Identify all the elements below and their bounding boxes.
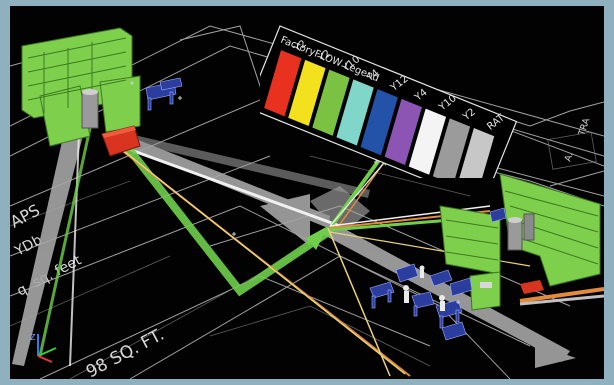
legend-swatch-4 — [360, 89, 398, 156]
legend-swatch-5 — [384, 98, 422, 165]
station-racks-top-left — [21, 27, 141, 147]
rack-top-left-column — [39, 85, 91, 147]
flow-line-yellow-long — [114, 143, 406, 375]
legend-swatch-8 — [456, 128, 495, 178]
area-label-aps: APS — [10, 200, 43, 231]
ucs-axis-icon: Z — [30, 333, 57, 363]
legend-swatch-3 — [336, 79, 374, 146]
blue-workbench-top-left — [145, 77, 183, 111]
legend-swatch-2 — [312, 69, 350, 136]
workers — [403, 265, 492, 311]
flow-arrow-gray-down — [12, 106, 90, 366]
flow-arrow-gray-right — [322, 221, 570, 362]
area-label-98-sq-ft: 98 SQ. FT. — [83, 325, 168, 379]
flow-line-white — [119, 144, 341, 228]
legend-swatch-1 — [288, 59, 326, 127]
station-racks-right — [439, 173, 601, 311]
rack-right-lower — [469, 271, 501, 311]
grid-markers — [130, 81, 460, 304]
colored-flow-lines — [38, 105, 604, 377]
flow-arrowhead-gray — [260, 194, 310, 246]
flow-arrowhead-green — [306, 226, 328, 250]
rack-top-left-small — [99, 75, 141, 133]
red-machine — [101, 125, 141, 157]
gray-machines-right — [507, 213, 544, 294]
blue-workbenches-lower — [369, 207, 507, 341]
flow-line-green-main — [121, 141, 333, 297]
legend-swatch-0 — [264, 50, 302, 117]
flow-line-yellow-down — [327, 227, 391, 377]
gray-machine — [81, 89, 99, 129]
flow-arrowhead-gray-right — [535, 344, 576, 368]
legend-swatch-6 — [408, 108, 447, 175]
svg-text:Z: Z — [30, 333, 36, 342]
legend-swatch-7 — [432, 118, 471, 178]
cad-viewport[interactable]: APS YDb q. sq. feet 98 SQ. FT. TRA A. — [10, 6, 604, 379]
right-label-a: A. — [563, 151, 575, 163]
factoryflow-legend: FactoryFLOW Legend Y2 Y2 Y10 Y4 Y12 Y4 Y10 Y2 RA… — [260, 8, 580, 178]
flow-line-orange-exit — [519, 287, 604, 303]
factory-layout-drawing: APS YDb q. sq. feet 98 SQ. FT. TRA A. — [10, 25, 604, 379]
